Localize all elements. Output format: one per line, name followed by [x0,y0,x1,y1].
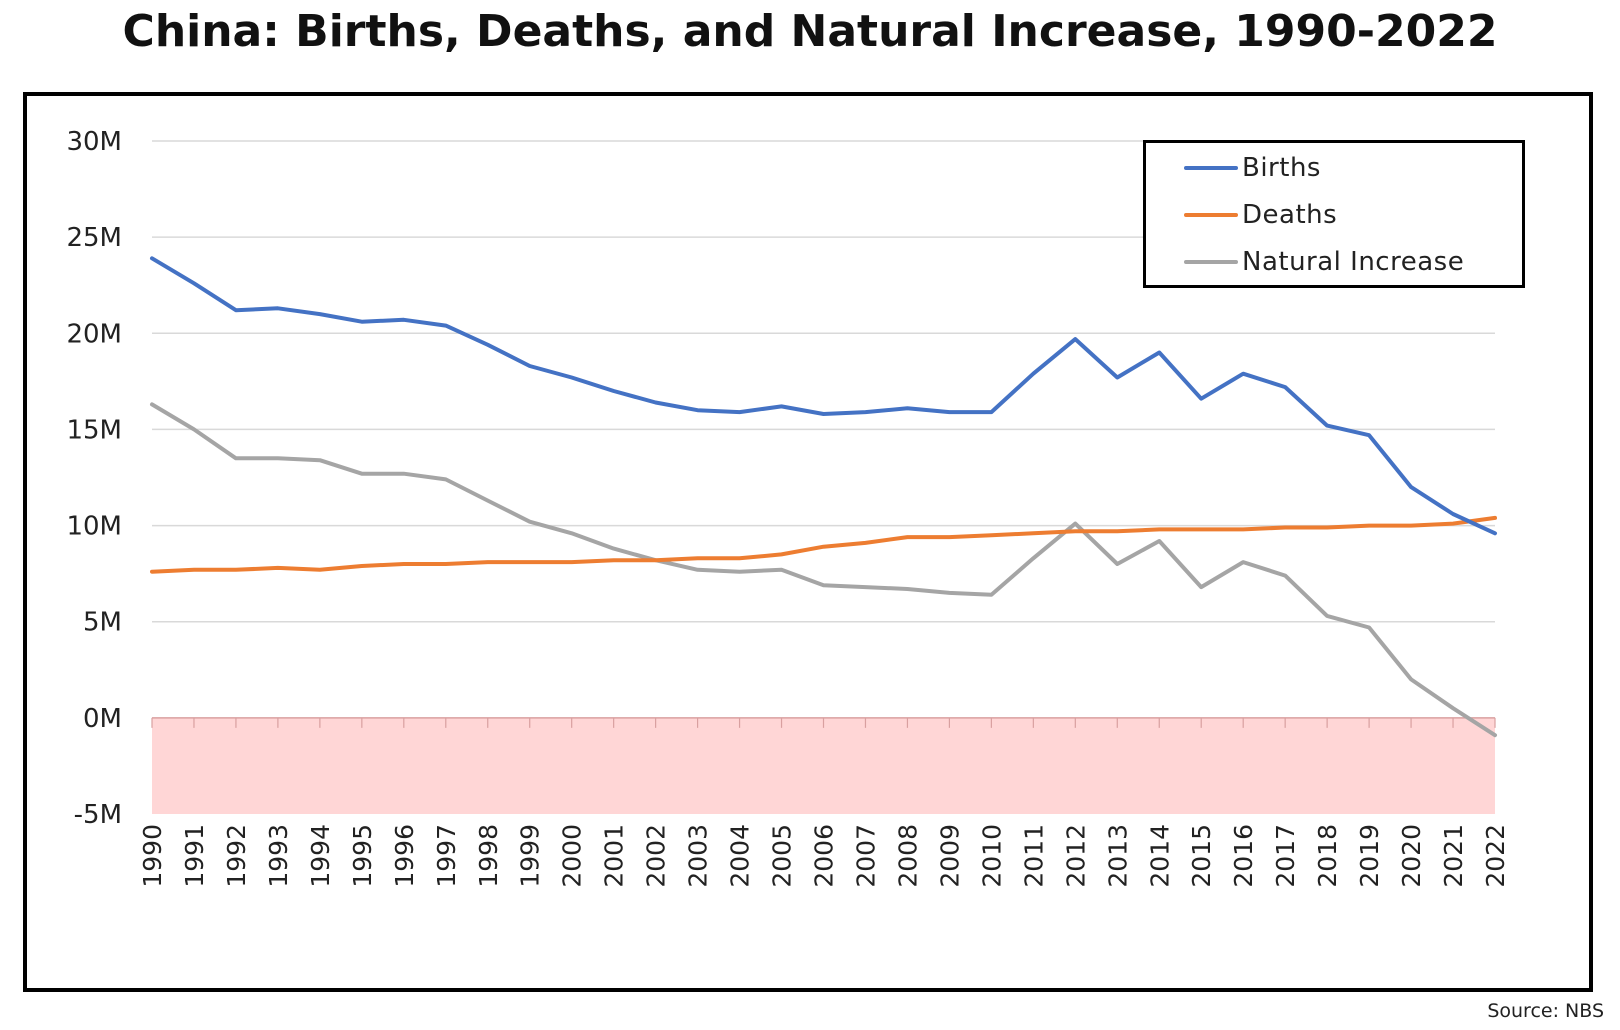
x-tick-label: 2010 [977,824,1006,888]
x-tick-label: 1992 [222,824,251,888]
y-tick-label: 25M [66,223,122,253]
legend-swatch-births [1184,166,1238,170]
x-tick-label: 1997 [432,824,461,888]
x-tick-label: 1990 [138,824,167,888]
series-line-deaths [150,515,1497,574]
x-tick-label: 2004 [726,824,755,888]
x-tick-label: 2014 [1145,824,1174,888]
x-tick-label: 2000 [558,824,587,888]
x-tick-label: 2020 [1397,824,1426,888]
x-tick-label: 1998 [474,824,503,888]
x-tick-label: 2011 [1019,824,1048,888]
chart-title: China: Births, Deaths, and Natural Incre… [122,6,1498,57]
legend-swatch-deaths [1184,213,1238,217]
x-tick-label: 2007 [851,824,880,888]
y-tick-label: 30M [66,127,122,157]
legend-label-births: Births [1242,153,1321,183]
legend-item-natural-increase: Natural Increase [1184,247,1464,277]
x-tick-label: 1999 [516,824,545,888]
x-tick-label: 2016 [1229,824,1258,888]
source-note: Source: NBS [1487,1000,1604,1022]
x-tick-label: 1994 [306,824,335,888]
x-tick-label: 2006 [810,824,839,888]
x-tick-label: 1995 [348,824,377,888]
x-tick-label: 2015 [1187,824,1216,888]
negative-region [152,717,1495,814]
y-tick-label: 20M [66,319,122,349]
y-tick-label: 15M [66,415,122,445]
legend-item-deaths: Deaths [1184,200,1337,230]
x-tick-label: 2013 [1103,824,1132,888]
chart-frame [23,92,1593,992]
x-tick-label: 2003 [684,824,713,888]
legend-item-births: Births [1184,153,1321,183]
x-tick-label: 2002 [642,824,671,888]
x-tick-label: 2008 [893,824,922,888]
legend-label-deaths: Deaths [1242,200,1338,230]
legend-swatch-natural-increase [1184,260,1238,264]
x-tick-label: 2018 [1313,824,1342,888]
x-tick-label: 2001 [600,824,629,888]
x-tick-label: 1996 [390,824,419,888]
x-tick-label: 1991 [180,824,209,888]
y-tick-label: -5M [74,800,122,830]
x-tick-label: 2019 [1355,824,1384,888]
x-tick-label: 2021 [1439,824,1468,888]
y-tick-label: 0M [83,704,122,734]
x-tick-label: 2012 [1061,824,1090,888]
series-line-births [150,256,1497,536]
x-tick-label: 2022 [1481,824,1510,888]
legend-label-natural-increase: Natural Increase [1242,247,1465,277]
y-tick-label: 5M [83,608,122,638]
x-tick-label: 2009 [935,824,964,888]
x-tick-label: 1993 [264,824,293,888]
y-tick-label: 10M [66,512,122,542]
x-tick-label: 2005 [768,824,797,888]
x-tick-label: 2017 [1271,824,1300,888]
series-line-natural-increase [150,402,1497,738]
legend: Births Deaths Natural Increase [1143,140,1525,288]
